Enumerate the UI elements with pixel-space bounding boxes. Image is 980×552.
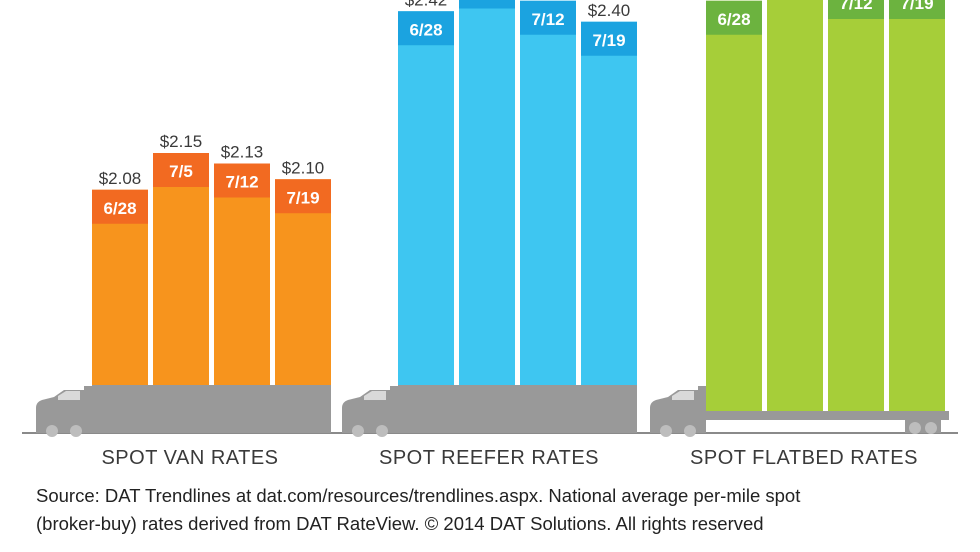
bar xyxy=(581,21,637,385)
bar xyxy=(828,0,884,411)
truck-window xyxy=(672,391,694,400)
bar-group-1: 6/28 $2.08 7/5 $2.15 7/12 $2.13 7/19 $2.10 SPOT … xyxy=(36,132,331,469)
truck-wheel xyxy=(352,425,364,437)
source-line-2: (broker-buy) rates derived from DAT Rate… xyxy=(36,513,764,534)
bar-date-label: 7/5 xyxy=(169,162,193,181)
bar xyxy=(767,0,823,411)
bar-date-band xyxy=(275,179,331,214)
bar-date-label: 7/12 xyxy=(225,173,258,192)
bar-date-label: 6/28 xyxy=(409,20,442,39)
truck-icon xyxy=(36,385,331,437)
bar xyxy=(275,179,331,385)
group-label: SPOT REEFER RATES xyxy=(379,447,599,469)
bar xyxy=(214,163,270,385)
group-label: SPOT VAN RATES xyxy=(101,447,278,469)
source-note: Source: DAT Trendlines at dat.com/resour… xyxy=(36,482,956,538)
bar-value-label: $2.10 xyxy=(282,158,325,177)
truck-wheel xyxy=(660,425,672,437)
bar-date-label: 7/19 xyxy=(286,188,319,207)
truck-window xyxy=(58,391,80,400)
bar-date-label: 6/28 xyxy=(717,10,750,29)
bar-date-band xyxy=(459,0,515,9)
bar-date-label: 7/12 xyxy=(531,10,564,29)
bar-group-3: 6/28$2.447/5$2.547/12$2.477/19$2.47SPOT … xyxy=(650,0,949,469)
bar-date-label: 7/19 xyxy=(592,31,625,50)
bar-date-band xyxy=(581,21,637,56)
truck-window xyxy=(364,391,386,400)
bar xyxy=(520,0,576,385)
source-line-1: Source: DAT Trendlines at dat.com/resour… xyxy=(36,485,801,506)
bar-value-label: $2.40 xyxy=(588,1,631,20)
bar xyxy=(153,153,209,385)
bar xyxy=(706,0,762,411)
bar-date-band xyxy=(828,0,884,19)
truck-wheel xyxy=(684,425,696,437)
bar-date-band xyxy=(214,163,270,198)
bar-date-band xyxy=(398,11,454,46)
bar-value-label: $2.15 xyxy=(160,132,203,151)
truck-wheel xyxy=(376,425,388,437)
flatbed-deck xyxy=(702,411,949,420)
bar xyxy=(459,0,515,385)
truck-icon xyxy=(650,386,949,437)
truck-trailer xyxy=(398,385,637,433)
bar-value-label: $2.08 xyxy=(99,169,142,188)
bar-value-label: $2.42 xyxy=(405,0,448,9)
truck-wheel xyxy=(70,425,82,437)
bar-date-band xyxy=(153,153,209,187)
bar xyxy=(889,0,945,411)
bar-date-label: 7/5 xyxy=(475,0,499,3)
bar-date-label: 7/19 xyxy=(900,0,933,13)
bar-value-label: $2.13 xyxy=(221,143,264,162)
bar-date-label: 7/12 xyxy=(839,0,872,13)
truck-wheel xyxy=(909,422,921,434)
truck-wheel xyxy=(925,422,937,434)
bar-date-band xyxy=(92,189,148,224)
truck-icon xyxy=(342,385,637,437)
truck-trailer xyxy=(92,385,331,433)
truck-wheel xyxy=(46,425,58,437)
bar-date-band xyxy=(706,0,762,35)
group-label: SPOT FLATBED RATES xyxy=(690,447,918,469)
bar-group-2: 6/28$2.427/5$2.497/12$2.447/19$2.40SPOT … xyxy=(342,0,637,469)
bar-date-band xyxy=(520,0,576,35)
bar-date-band xyxy=(889,0,945,19)
spot-rates-chart: 6/28 $2.08 7/5 $2.15 7/12 $2.13 7/19 $2.10 SPOT … xyxy=(22,0,958,469)
bar xyxy=(398,11,454,385)
bar-date-label: 6/28 xyxy=(103,199,136,218)
